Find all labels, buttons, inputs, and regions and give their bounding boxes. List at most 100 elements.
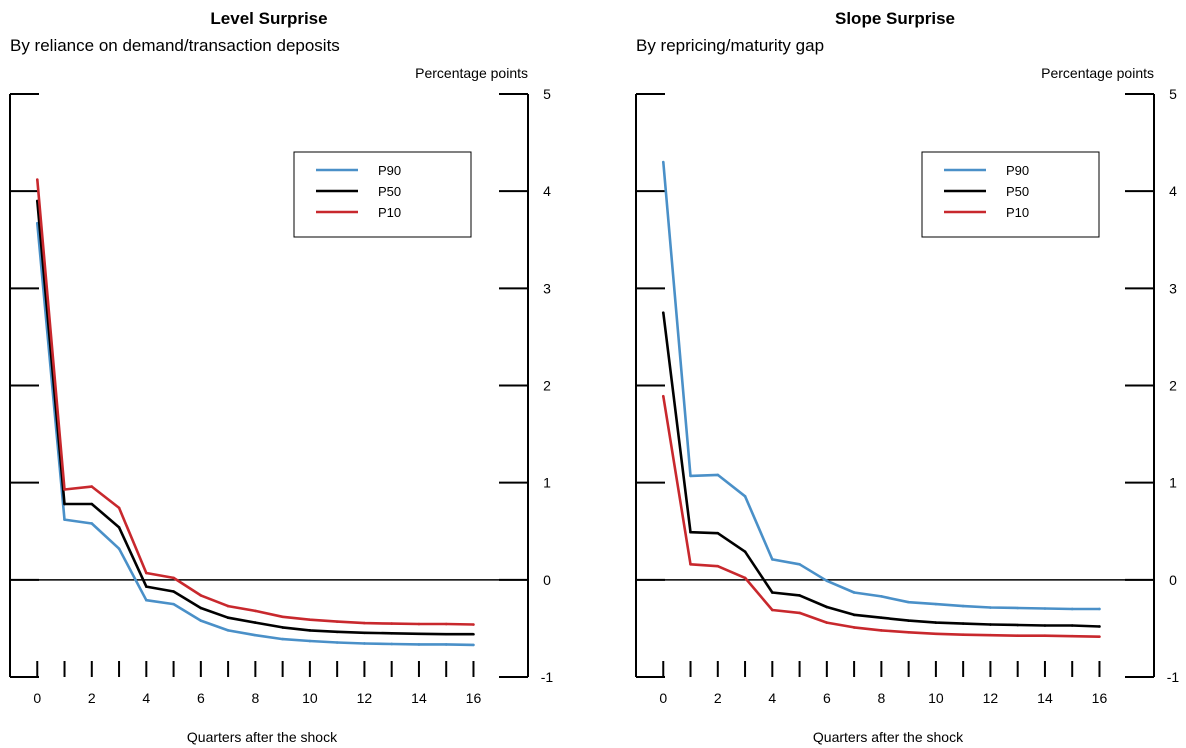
y-tick-label: -1 bbox=[541, 669, 554, 685]
x-tick-label: 10 bbox=[928, 690, 944, 706]
data-point-p10 bbox=[363, 621, 366, 625]
series-line-p10 bbox=[662, 395, 1100, 638]
data-point-p50 bbox=[771, 591, 774, 594]
legend: P90 P50 P10 bbox=[921, 151, 1100, 238]
data-point-p50 bbox=[390, 631, 393, 635]
data-point-p90 bbox=[934, 602, 938, 606]
data-point-p50 bbox=[472, 632, 475, 636]
data-point-p90 bbox=[417, 643, 421, 646]
data-point-p50 bbox=[63, 502, 66, 506]
data-point-p90 bbox=[1098, 607, 1101, 611]
data-point-p50 bbox=[363, 631, 366, 635]
legend-box bbox=[921, 151, 1100, 238]
data-point-p10 bbox=[444, 622, 448, 626]
y-tick-label: 1 bbox=[1169, 475, 1177, 491]
data-point-p50 bbox=[90, 502, 94, 506]
data-point-p50 bbox=[1098, 625, 1101, 628]
data-point-p50 bbox=[689, 530, 692, 534]
data-point-p10 bbox=[308, 618, 312, 621]
data-point-p10 bbox=[172, 576, 175, 580]
legend-label: P90 bbox=[378, 163, 401, 178]
data-point-p50 bbox=[880, 616, 883, 620]
data-point-p90 bbox=[472, 643, 475, 647]
data-point-p10 bbox=[689, 562, 692, 566]
x-tick-label: 16 bbox=[1092, 690, 1108, 706]
data-point-p90 bbox=[1016, 606, 1019, 610]
data-point-p90 bbox=[35, 221, 39, 225]
data-point-p10 bbox=[961, 633, 965, 637]
panel-slope-surprise: Slope Surprise By repricing/maturity gap P… bbox=[635, 9, 1180, 745]
legend-label: P90 bbox=[1006, 163, 1029, 178]
series-line-p10 bbox=[36, 179, 474, 626]
data-point-p90 bbox=[989, 606, 992, 609]
data-point-p10 bbox=[145, 571, 148, 575]
x-tick-label: 14 bbox=[1037, 690, 1053, 706]
data-point-p50 bbox=[661, 311, 665, 314]
data-point-p10 bbox=[226, 604, 230, 608]
series-line-p50 bbox=[36, 200, 474, 636]
data-point-p50 bbox=[1070, 624, 1074, 627]
data-point-p50 bbox=[825, 605, 829, 609]
x-tick-label: 16 bbox=[466, 690, 482, 706]
data-point-p50 bbox=[172, 590, 175, 593]
data-point-p10 bbox=[1043, 634, 1047, 638]
x-axis-label: Quarters after the shock bbox=[813, 729, 964, 745]
data-point-p90 bbox=[363, 642, 366, 645]
y-tick-label: 0 bbox=[543, 572, 551, 588]
data-point-p10 bbox=[825, 621, 829, 624]
legend-box bbox=[293, 151, 472, 238]
data-point-p90 bbox=[117, 547, 121, 551]
x-tick-label: 2 bbox=[88, 690, 96, 706]
data-point-p90 bbox=[961, 604, 965, 608]
data-point-p50 bbox=[907, 619, 910, 622]
data-point-p50 bbox=[281, 626, 284, 629]
x-tick-label: 4 bbox=[142, 690, 150, 706]
data-point-p50 bbox=[716, 531, 720, 535]
legend: P90 P50 P10 bbox=[293, 151, 472, 238]
x-tick-label: 12 bbox=[357, 690, 373, 706]
data-point-p10 bbox=[661, 394, 665, 398]
data-point-p10 bbox=[90, 485, 94, 488]
data-point-p50 bbox=[145, 585, 148, 588]
data-point-p90 bbox=[907, 600, 910, 604]
data-point-p50 bbox=[743, 550, 747, 553]
data-point-p10 bbox=[771, 608, 774, 612]
y-tick-label: 4 bbox=[1169, 183, 1177, 199]
data-point-p10 bbox=[798, 611, 801, 615]
data-point-p50 bbox=[335, 630, 339, 634]
data-point-p50 bbox=[961, 622, 965, 625]
data-point-p90 bbox=[825, 579, 829, 583]
data-point-p10 bbox=[199, 594, 203, 597]
legend-label: P50 bbox=[378, 184, 401, 199]
data-point-p50 bbox=[1016, 623, 1019, 627]
data-point-p10 bbox=[716, 564, 720, 568]
data-point-p90 bbox=[1070, 607, 1074, 611]
x-axis-label: Quarters after the shock bbox=[187, 729, 338, 745]
data-point-p50 bbox=[254, 621, 257, 624]
y-tick-label: 2 bbox=[1169, 378, 1177, 394]
data-point-p90 bbox=[1043, 607, 1047, 610]
x-tick-label: 6 bbox=[823, 690, 831, 706]
data-point-p10 bbox=[390, 622, 393, 625]
data-point-p90 bbox=[852, 591, 856, 594]
legend-label: P10 bbox=[378, 205, 401, 220]
data-point-p90 bbox=[390, 642, 393, 646]
data-point-p50 bbox=[199, 606, 203, 610]
data-point-p10 bbox=[35, 178, 39, 181]
data-point-p90 bbox=[145, 598, 148, 602]
legend-label: P50 bbox=[1006, 184, 1029, 199]
data-point-p10 bbox=[907, 631, 910, 634]
data-point-p90 bbox=[281, 637, 284, 641]
data-point-p10 bbox=[335, 620, 339, 623]
y-tick-label: 5 bbox=[1169, 86, 1177, 102]
x-tick-label: 0 bbox=[33, 690, 41, 706]
x-tick-label: 8 bbox=[251, 690, 259, 706]
y-tick-label: 3 bbox=[1169, 280, 1177, 296]
chart-title: Slope Surprise bbox=[835, 9, 955, 28]
data-point-p90 bbox=[689, 474, 692, 478]
data-point-p50 bbox=[308, 629, 312, 632]
y-tick-label: -1 bbox=[1167, 669, 1180, 685]
data-point-p10 bbox=[880, 629, 883, 632]
y-axis-unit-label: Percentage points bbox=[415, 65, 528, 81]
